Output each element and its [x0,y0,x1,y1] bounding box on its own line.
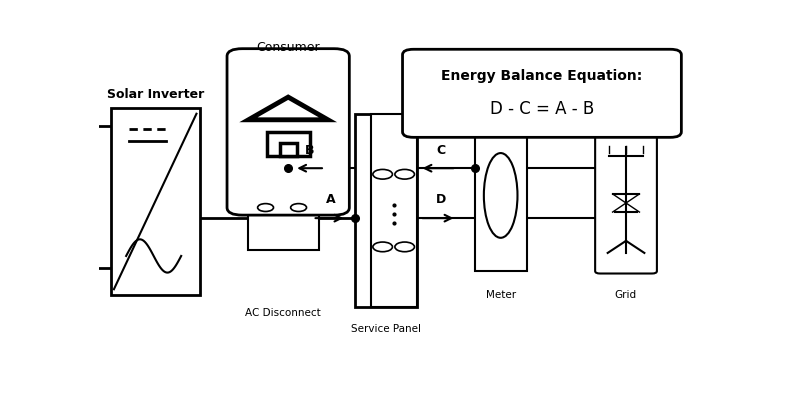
Polygon shape [249,97,328,120]
FancyBboxPatch shape [402,49,682,137]
Text: D - C = A - B: D - C = A - B [490,100,594,118]
Text: Meter: Meter [486,290,516,300]
Text: Grid: Grid [615,290,637,300]
Circle shape [373,169,392,179]
Text: C: C [436,143,446,156]
FancyBboxPatch shape [227,49,350,215]
Circle shape [373,242,392,252]
FancyBboxPatch shape [249,165,319,250]
Circle shape [257,204,274,211]
FancyBboxPatch shape [110,108,200,295]
FancyBboxPatch shape [475,132,527,271]
Circle shape [290,204,306,211]
Circle shape [394,169,414,179]
Text: B: B [305,143,314,156]
Text: Consumer: Consumer [256,40,320,54]
FancyBboxPatch shape [267,132,309,156]
Text: Solar Inverter: Solar Inverter [107,88,204,101]
FancyBboxPatch shape [279,143,297,156]
FancyBboxPatch shape [355,114,417,307]
Ellipse shape [484,153,518,238]
Circle shape [394,242,414,252]
FancyBboxPatch shape [595,129,657,274]
FancyBboxPatch shape [371,114,417,307]
Text: D: D [436,193,446,206]
Text: Energy Balance Equation:: Energy Balance Equation: [441,69,642,83]
Text: Service Panel: Service Panel [351,323,421,334]
Text: AC Disconnect: AC Disconnect [245,309,321,318]
Text: A: A [326,193,336,206]
